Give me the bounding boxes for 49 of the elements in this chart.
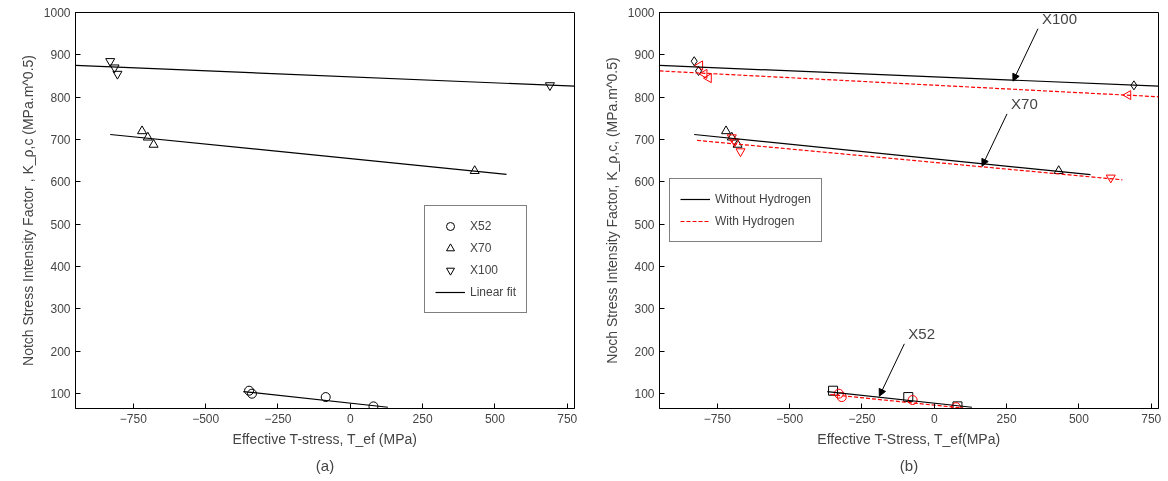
y-tick-label: 700	[634, 133, 655, 148]
x-tick-label: 250	[412, 411, 433, 426]
y-tick-label: 200	[634, 344, 655, 359]
x-tick-label: 750	[557, 411, 578, 426]
x-tick-label: 500	[1068, 411, 1090, 426]
y-tick-label: 1000	[627, 6, 655, 20]
y-tick-label: 700	[50, 133, 71, 148]
y-tick-label: 100	[634, 387, 655, 402]
y-tick-label: 800	[50, 90, 71, 105]
x-tick-label: −750	[703, 411, 732, 426]
x-tick-label: −250	[264, 411, 292, 426]
x-tick-label: 500	[484, 411, 506, 426]
y-tick-label: 300	[50, 302, 71, 317]
x-tick-label: 0	[346, 411, 354, 426]
legend-label: X100	[470, 263, 499, 277]
text: (a)	[315, 456, 335, 474]
y-tick-label: 500	[634, 217, 655, 232]
x-tick-label: 750	[1141, 411, 1162, 426]
text: (b)	[899, 456, 919, 474]
legend-label: Linear fit	[470, 285, 517, 299]
y-tick-label: 200	[50, 344, 71, 359]
annotation: X100	[1041, 9, 1078, 27]
y-tick-label: 400	[634, 260, 655, 275]
y-tick-label: 600	[50, 175, 71, 190]
x-tick-label: −750	[119, 411, 148, 426]
annotation: X52	[908, 324, 936, 342]
y-tick-label: 1000	[43, 6, 71, 20]
legend-label: X52	[470, 219, 492, 233]
y-axis-title: Notch Stress Intensity Factor , K_ρ,c (MPa.m^0.5)	[19, 55, 36, 366]
y-tick-label: 900	[634, 48, 655, 63]
y-axis-title: Noch Stress Intensity Factor, K_ρ,c, (MPa.m^0.5)	[603, 57, 620, 364]
x-tick-label: −500	[192, 411, 220, 426]
y-tick-label: 300	[634, 302, 655, 317]
x-tick-label: −500	[776, 411, 804, 426]
y-tick-label: 600	[634, 175, 655, 190]
legend-label: Without Hydrogen	[715, 192, 812, 206]
y-tick-label: 500	[50, 217, 71, 232]
y-tick-label: 800	[634, 90, 655, 105]
y-tick-label: 400	[50, 260, 71, 275]
x-axis-title: Effective T-Stress, T_ef(MPa)	[817, 430, 1001, 447]
legend-label: X70	[470, 241, 492, 255]
x-tick-label: 0	[930, 411, 938, 426]
x-tick-label: 250	[996, 411, 1017, 426]
x-tick-label: −250	[848, 411, 876, 426]
y-tick-label: 900	[50, 48, 71, 63]
annotation: X70	[1011, 94, 1038, 112]
x-axis-title: Effective T-stress, T_ef (MPa)	[232, 430, 417, 447]
y-tick-label: 100	[50, 387, 71, 402]
legend-label: With Hydrogen	[715, 214, 795, 228]
